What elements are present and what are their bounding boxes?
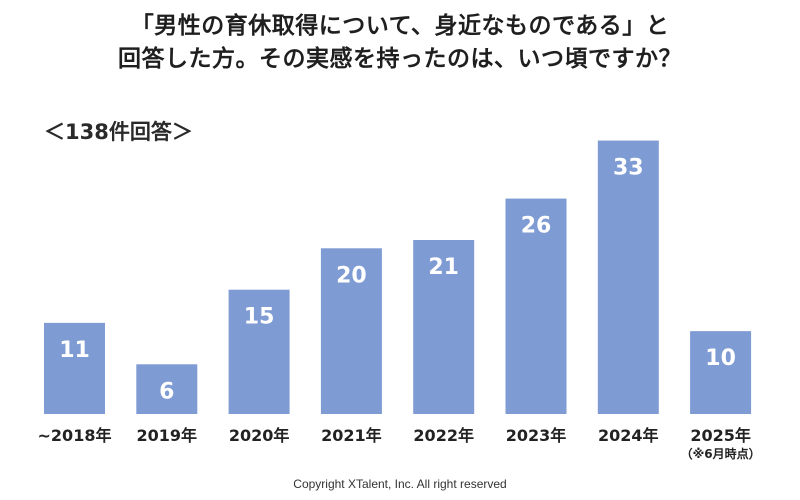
bar-chart: 11 ~2018年 6 2019年 15 2020年 20 2021年 21 2022年 26 202… xyxy=(38,140,761,461)
bar-value-label: 15 xyxy=(244,305,275,330)
bar xyxy=(320,248,382,414)
bar xyxy=(44,322,105,414)
x-tick-label: 2021年 xyxy=(321,426,382,445)
x-tick-label: 2024年 xyxy=(598,426,659,445)
chart-title-line-1: 「男性の育休取得について、身近なものである」と xyxy=(130,13,670,39)
chart-title-line-2: 回答した方。その実感を持ったのは、いつ頃ですか？ xyxy=(118,46,682,72)
copyright-notice: Copyright XTalent, Inc. All right reserv… xyxy=(293,477,507,491)
bar-value-label: 26 xyxy=(521,214,552,239)
bar-value-label: 33 xyxy=(613,156,644,181)
x-tick-label: 2022年 xyxy=(413,426,474,445)
x-tick-label: 2020年 xyxy=(229,426,290,445)
bar xyxy=(136,364,198,414)
respondent-count: ＜138件回答＞ xyxy=(44,120,193,144)
bar xyxy=(690,331,752,414)
x-tick-label: 2025年 xyxy=(690,426,751,445)
bar-value-label: 6 xyxy=(159,379,174,404)
bar-value-label: 11 xyxy=(59,338,90,363)
bar-value-label: 21 xyxy=(428,255,459,280)
bar xyxy=(505,198,567,414)
bar xyxy=(228,289,290,414)
chart-title: 「男性の育休取得について、身近なものである」と 回答した方。その実感を持ったのは… xyxy=(0,10,800,76)
x-tick-label: 2023年 xyxy=(506,426,567,445)
bar-value-label: 10 xyxy=(705,346,736,371)
x-tick-note: （※6月時点） xyxy=(681,446,761,461)
x-tick-label: ~2018年 xyxy=(38,426,112,445)
bar xyxy=(413,240,475,414)
bar-value-label: 20 xyxy=(336,263,367,288)
bar xyxy=(597,140,659,415)
x-tick-label: 2019年 xyxy=(137,426,198,445)
